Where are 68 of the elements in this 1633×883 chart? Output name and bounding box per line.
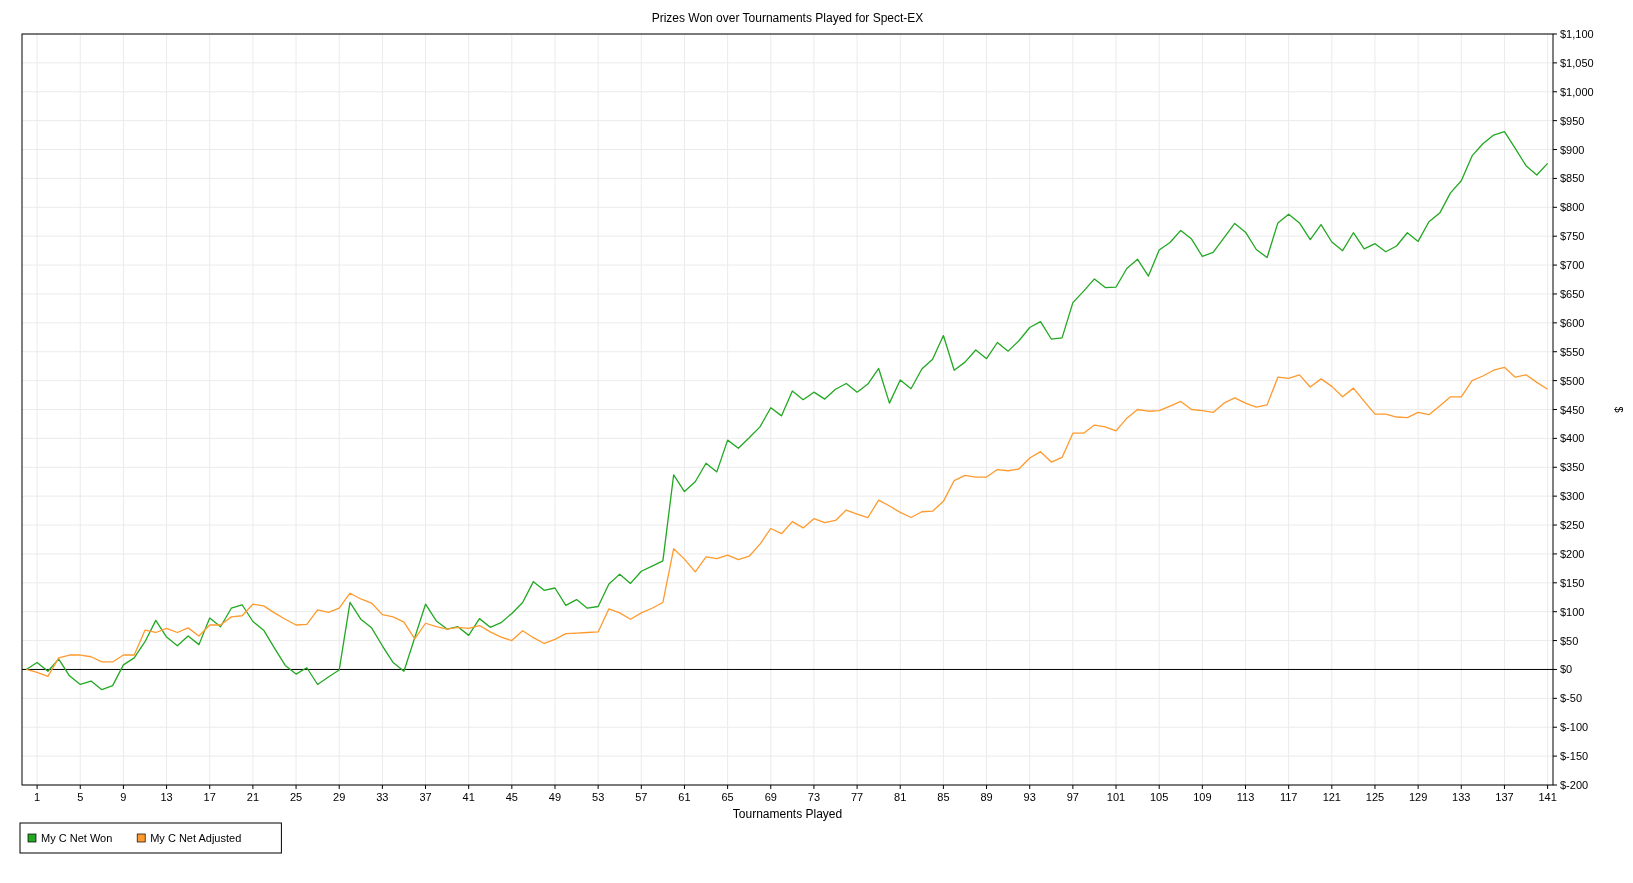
x-axis-title: Tournaments Played [732,807,843,821]
y-tick-label: $50 [1560,634,1579,647]
y-tick-label: $-100 [1560,721,1589,734]
x-tick-label: 77 [850,791,864,803]
y-tick-label: $1,000 [1560,85,1594,98]
y-tick-label: $-50 [1560,692,1583,705]
x-tick-label: 93 [1023,791,1036,803]
y-tick-label: $550 [1560,345,1585,358]
x-tick-label: 89 [980,791,993,803]
x-tick-label: 133 [1452,791,1471,803]
x-tick-label: 137 [1495,791,1514,803]
y-tick-label: $800 [1560,201,1585,214]
x-tick-label: 113 [1236,791,1255,803]
y-tick-label: $400 [1560,432,1585,445]
x-tick-label: 69 [764,791,777,803]
x-tick-label: 45 [505,791,518,803]
y-tick-label: $600 [1560,316,1585,329]
x-tick-label: 53 [592,791,605,803]
chart-title: Prizes Won over Tournaments Played for Spect-EX [651,11,924,25]
y-tick-label: $850 [1560,172,1585,185]
y-tick-label: $500 [1560,374,1585,387]
y-axis-title: $ [1613,406,1625,413]
y-tick-label: $250 [1560,519,1585,532]
x-tick-label: 57 [635,791,648,803]
y-tick-label: $0 [1560,663,1573,676]
y-tick-label: $900 [1560,143,1585,156]
x-tick-label: 49 [548,791,562,803]
x-tick-label: 97 [1066,791,1079,803]
legend-label: My C Net Adjusted [150,832,242,844]
x-tick-label: 41 [462,791,475,803]
x-tick-label: 1 [34,791,41,803]
x-tick-label: 125 [1365,791,1385,803]
x-tick-label: 37 [419,791,432,803]
x-tick-label: 33 [376,791,389,803]
x-tick-label: 17 [203,791,216,803]
x-tick-label: 25 [289,791,303,803]
x-tick-label: 101 [1106,791,1126,803]
y-tick-label: $1,050 [1560,56,1594,69]
x-tick-label: 73 [807,791,821,803]
x-tick-label: 9 [120,791,127,803]
x-tick-label: 129 [1408,791,1428,803]
x-tick-label: 117 [1279,791,1298,803]
y-tick-label: $750 [1560,230,1585,243]
y-tick-label: $150 [1560,576,1585,589]
x-tick-label: 21 [246,791,260,803]
y-tick-label: $700 [1560,259,1585,272]
x-tick-label: 81 [894,791,907,803]
x-tick-label: 121 [1322,791,1341,803]
x-tick-label: 5 [77,791,84,803]
x-tick-label: 85 [937,791,950,803]
y-tick-label: $350 [1560,461,1585,474]
x-tick-label: 61 [678,791,691,803]
y-tick-label: $1,100 [1560,28,1594,40]
x-tick-label: 105 [1150,791,1169,803]
x-tick-label: 65 [721,791,734,803]
y-tick-label: $300 [1560,490,1585,503]
legend-label: My C Net Won [41,832,113,844]
x-tick-label: 109 [1193,791,1212,803]
y-tick-label: $-200 [1560,779,1589,791]
y-tick-label: $100 [1560,605,1585,618]
x-tick-label: 29 [333,791,346,803]
y-tick-label: $200 [1560,547,1585,560]
x-tick-label: 141 [1538,791,1557,803]
y-tick-label: $950 [1560,114,1585,127]
y-tick-label: $650 [1560,287,1585,300]
x-tick-label: 13 [160,791,173,803]
y-tick-label: $-150 [1560,750,1589,763]
y-tick-label: $450 [1560,403,1585,416]
